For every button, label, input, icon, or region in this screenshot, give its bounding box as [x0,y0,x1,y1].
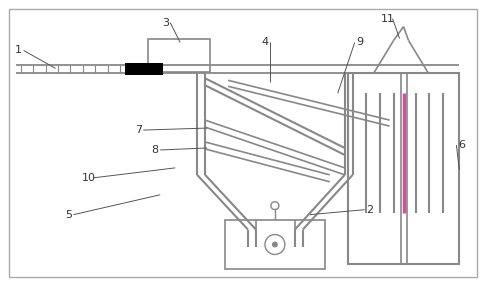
Bar [148,39,210,72]
Bar [125,63,163,75]
Text: 9: 9 [356,37,363,47]
Text: 8: 8 [152,145,159,155]
Text: 11: 11 [381,14,395,24]
Text: 4: 4 [261,37,268,47]
Bar [225,220,325,269]
Circle shape [272,241,278,247]
Text: 2: 2 [366,205,373,215]
Bar [347,73,459,265]
Text: 7: 7 [135,125,142,135]
Text: 3: 3 [162,17,169,27]
Text: 5: 5 [65,210,72,220]
Text: 10: 10 [82,173,95,183]
Text: 1: 1 [15,45,22,55]
Text: 6: 6 [458,140,465,150]
